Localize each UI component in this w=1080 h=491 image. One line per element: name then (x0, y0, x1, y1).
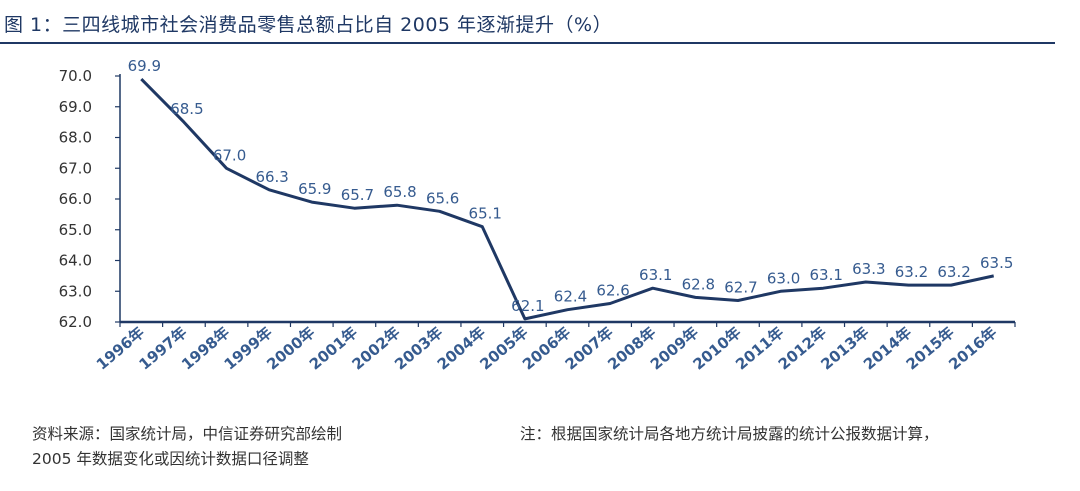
y-tick-label: 63.0 (59, 282, 92, 300)
line-chart: 62.0 63.0 64.0 65.0 66.0 67.0 68.0 69.0 70.0 199… (59, 57, 1016, 374)
data-label: 62.4 (554, 288, 587, 306)
data-label: 62.8 (682, 275, 715, 293)
data-label: 68.5 (170, 100, 203, 118)
y-tick-label: 68.0 (59, 129, 92, 147)
y-tick-label: 69.0 (59, 98, 92, 116)
source-text: 资料来源：国家统计局，中信证券研究部绘制 (32, 425, 343, 443)
y-tick-label: 66.0 (59, 190, 92, 208)
data-label: 66.3 (255, 168, 288, 186)
data-label: 63.1 (639, 266, 672, 284)
data-label: 69.9 (128, 57, 161, 75)
data-label: 65.8 (383, 183, 416, 201)
y-tick-label: 70.0 (59, 67, 92, 85)
y-tick-label: 62.0 (59, 313, 92, 331)
y-tick-label: 65.0 (59, 221, 92, 239)
y-axis: 62.0 63.0 64.0 65.0 66.0 67.0 68.0 69.0 70.0 (59, 67, 121, 331)
data-label: 63.3 (852, 260, 885, 278)
data-label: 65.6 (426, 189, 459, 207)
x-tick-label: 2016年 (945, 323, 1000, 373)
series-line (140, 78, 995, 321)
data-label: 63.2 (895, 263, 928, 281)
data-label: 63.0 (767, 269, 800, 287)
data-label: 62.7 (724, 278, 757, 296)
data-label: 62.1 (511, 297, 544, 315)
y-tick-label: 64.0 (59, 252, 92, 270)
data-labels: 69.9 68.5 67.0 66.3 65.9 65.7 65.8 65.6 65.1 62.1… (128, 57, 1014, 315)
x-axis: 1996年1997年1998年1999年2000年2001年2002年2003年… (93, 320, 1016, 374)
source-note: 2005 年数据变化或因统计数据口径调整 (32, 450, 309, 468)
chart-title: 图 1：三四线城市社会消费品零售总额占比自 2005 年逐渐提升（%） (4, 14, 613, 36)
data-label: 65.9 (298, 180, 331, 198)
data-label: 63.2 (937, 263, 970, 281)
y-tick-label: 67.0 (59, 159, 92, 177)
data-label: 65.7 (341, 186, 374, 204)
data-label: 67.0 (213, 146, 246, 164)
data-label: 62.6 (596, 282, 629, 300)
data-label: 63.1 (810, 266, 843, 284)
data-label: 63.5 (980, 254, 1013, 272)
title-divider (0, 42, 1055, 44)
source-block: 资料来源：国家统计局，中信证券研究部绘制 2005 年数据变化或因统计数据口径调… (32, 422, 342, 472)
data-label: 65.1 (469, 205, 502, 223)
series-line-group (140, 78, 995, 321)
calculation-note: 注：根据国家统计局各地方统计局披露的统计公报数据计算， (520, 425, 939, 443)
